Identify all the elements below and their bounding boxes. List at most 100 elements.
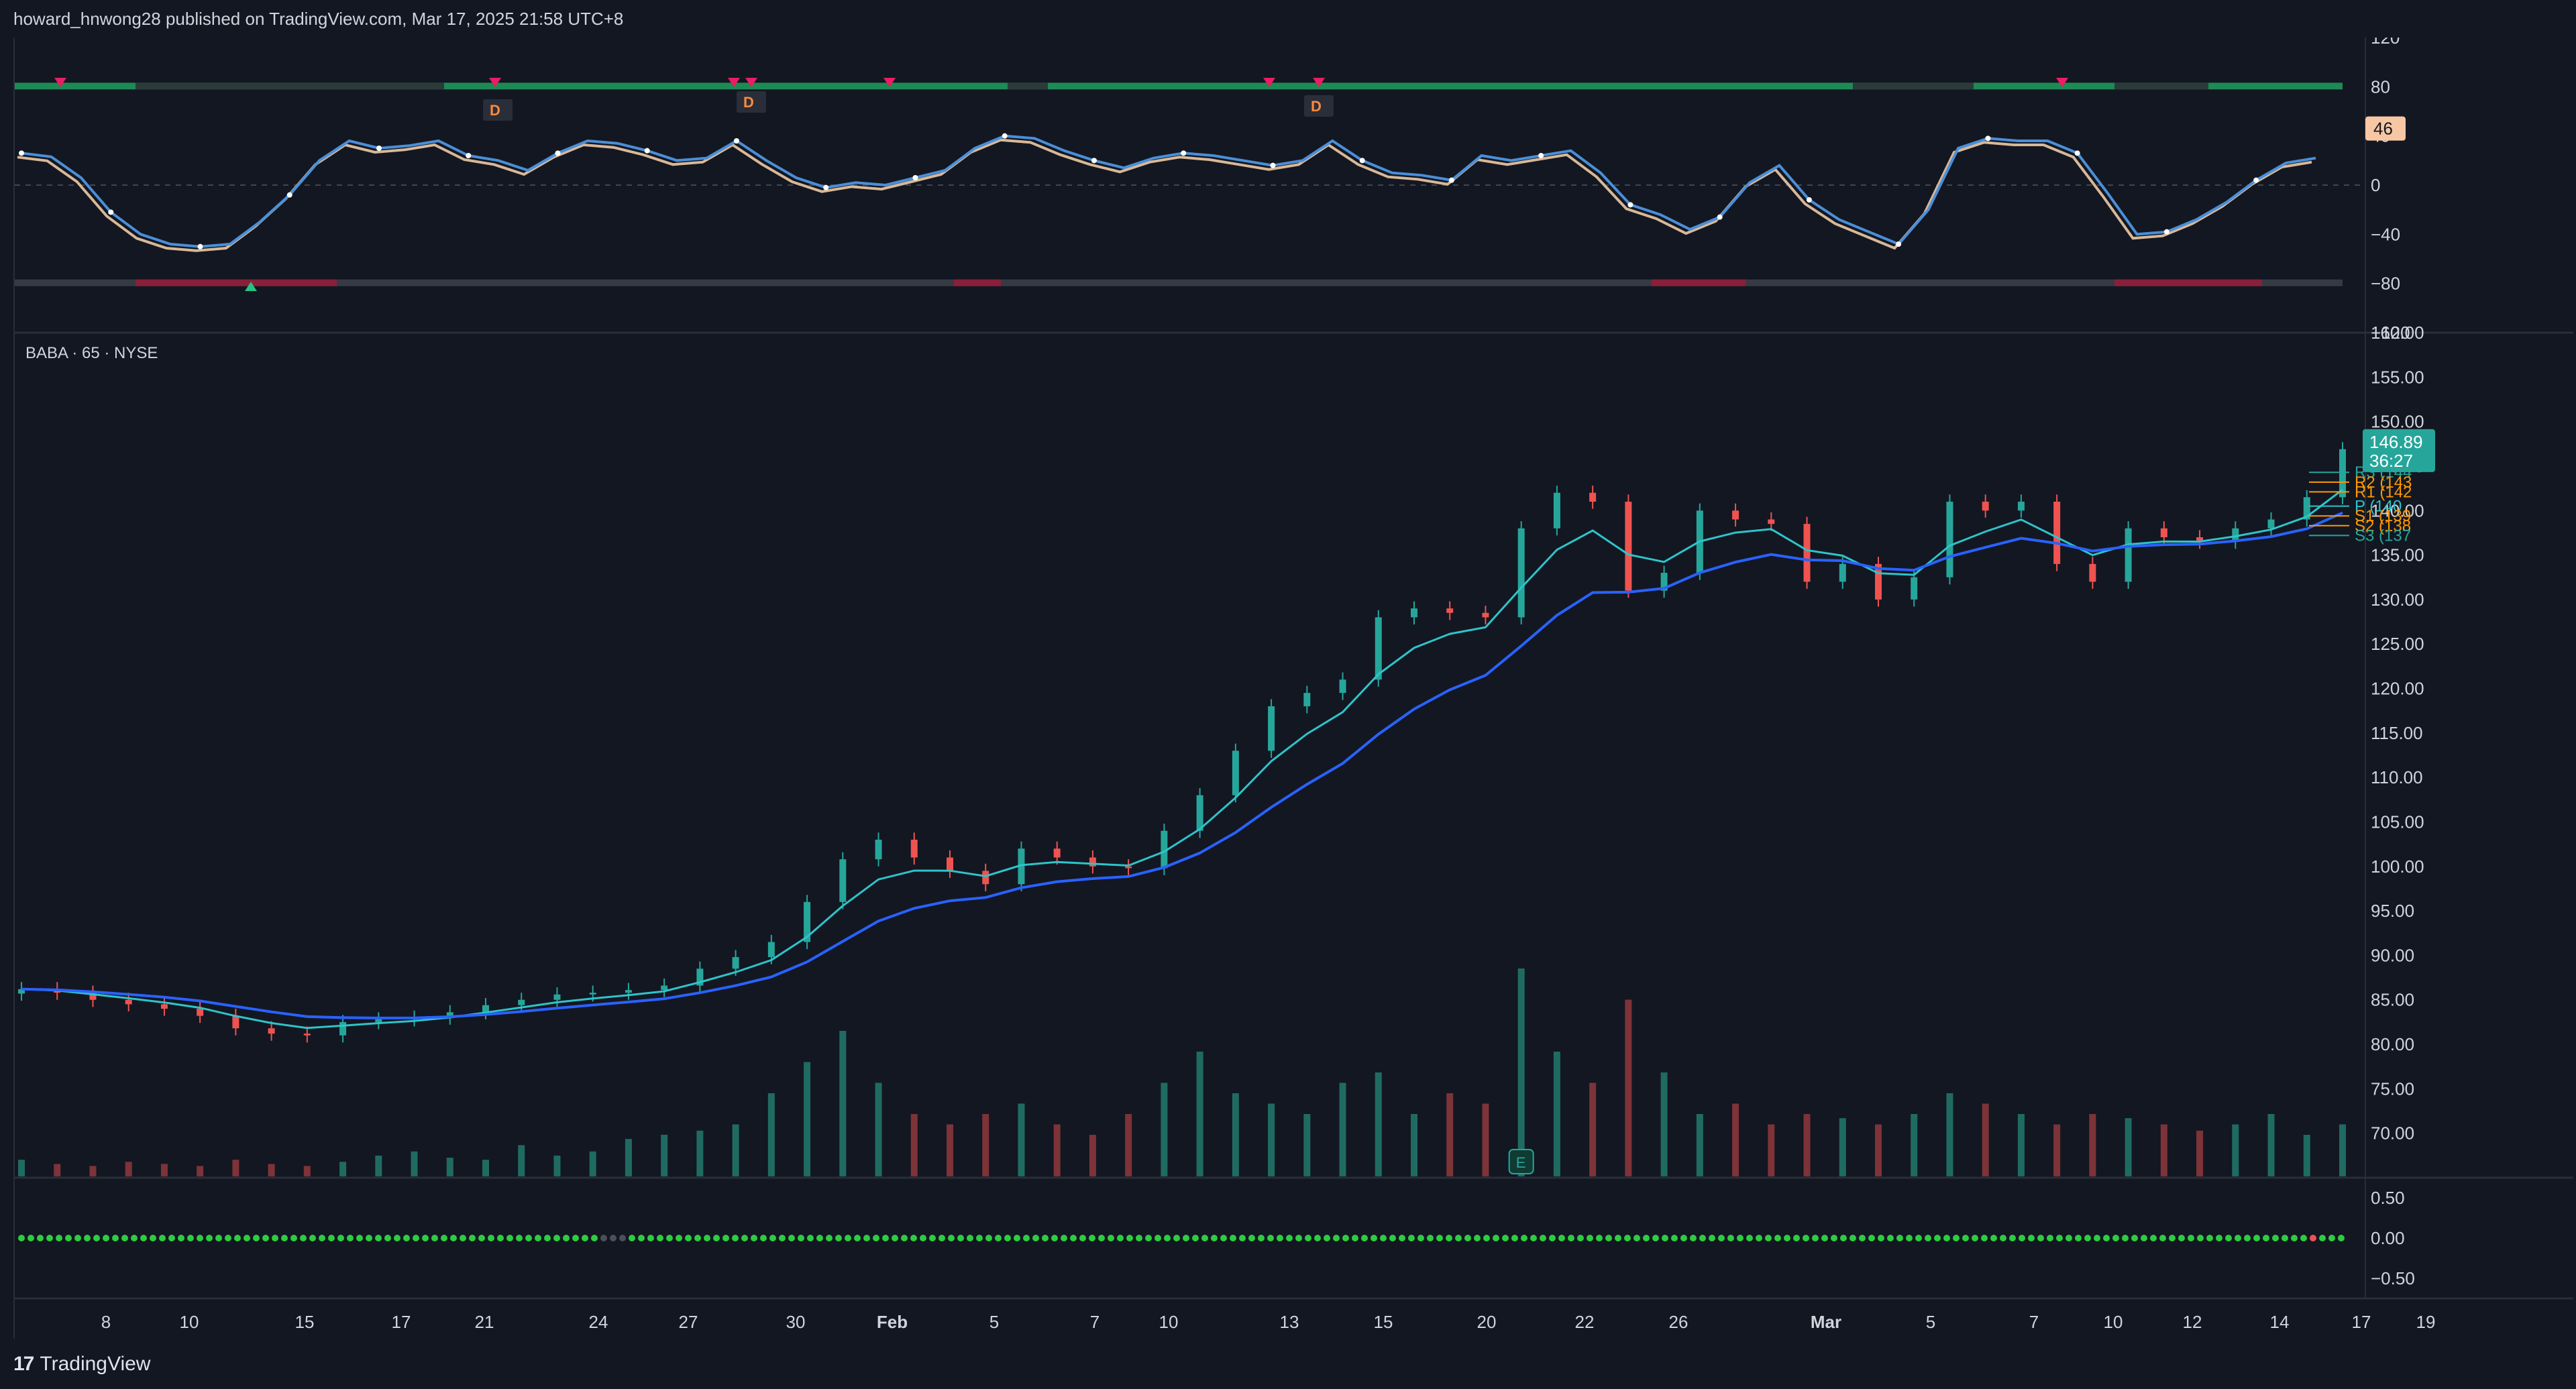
lower-indicator-dot [1718, 1235, 1725, 1241]
lower-indicator-dot [1230, 1235, 1236, 1241]
lower-indicator-dot [1868, 1235, 1875, 1241]
osc-tick-label: 0 [2371, 175, 2380, 195]
lower-indicator-dot [1878, 1235, 1884, 1241]
candle-body [339, 1021, 347, 1036]
lower-indicator-dot [854, 1235, 861, 1241]
lower-indicator-dot [1972, 1235, 1978, 1241]
ema-fast-line [21, 488, 2343, 1030]
chart-canvas[interactable]: 12080400−40−80−120DDD46160.00155.00150.0… [15, 38, 2573, 1339]
lower-indicator-dot [2103, 1235, 2110, 1241]
lower-indicator-dot [1821, 1235, 1828, 1241]
volume-bar [839, 1031, 847, 1176]
lower-indicator-dot [197, 1235, 203, 1241]
osc-divergence-badge [737, 91, 766, 113]
lower-indicator-dot [1765, 1235, 1772, 1241]
publish-header: howard_hnwong28 published on TradingView… [0, 0, 2576, 38]
pivot-label: R1 (142 [2355, 483, 2412, 501]
lower-indicator-dot [328, 1235, 335, 1241]
volume-bar [232, 1160, 239, 1176]
lower-indicator-dot [1145, 1235, 1152, 1241]
volume-bar [1125, 1114, 1132, 1176]
candle-body [1232, 751, 1239, 795]
tradingview-logo[interactable]: 17 TradingView [13, 1353, 150, 1376]
lower-indicator-dot [807, 1235, 814, 1241]
lower-indicator-dot [1887, 1235, 1894, 1241]
lower-indicator-dot [337, 1235, 344, 1241]
lower-indicator-dot [1023, 1235, 1030, 1241]
volume-bar [875, 1082, 882, 1176]
lower-indicator-dot [1061, 1235, 1067, 1241]
lower-indicator-dot [1493, 1235, 1499, 1241]
candle-body [197, 1009, 204, 1016]
volume-bar [1660, 1072, 1668, 1176]
lower-indicator-dot [1558, 1235, 1565, 1241]
price-tick-label: 100.00 [2371, 856, 2424, 877]
lower-indicator-dot [863, 1235, 870, 1241]
lower-indicator-dot [2065, 1235, 2072, 1241]
x-tick-label: 12 [2183, 1312, 2202, 1332]
lower-indicator-dot [1004, 1235, 1011, 1241]
last-price-value: 146.89 [2369, 432, 2423, 452]
volume-bar [2017, 1114, 2025, 1176]
price-tick-label: 105.00 [2371, 812, 2424, 832]
osc-band-segment [2114, 82, 2208, 90]
lower-indicator-dot [178, 1235, 184, 1241]
lower-indicator-dot [553, 1235, 560, 1241]
lower-indicator-dot [685, 1235, 692, 1241]
x-tick-label: 14 [2270, 1312, 2290, 1332]
volume-bar [1696, 1114, 1703, 1176]
candle-body [1482, 612, 1489, 618]
osc-cross-dot [2253, 177, 2259, 183]
lower-indicator-dot [1042, 1235, 1049, 1241]
lower-indicator-dot [394, 1235, 400, 1241]
brand-name: TradingView [40, 1352, 151, 1375]
lower-indicator-dot [591, 1235, 598, 1241]
x-tick-label: 17 [2352, 1312, 2371, 1332]
lower-indicator-dot [2056, 1235, 2063, 1241]
lower-indicator-dot [892, 1235, 898, 1241]
osc-cross-dot [1896, 241, 1902, 247]
osc-current-value: 46 [2373, 119, 2393, 139]
chart-frame[interactable]: 12080400−40−80−120DDD46160.00155.00150.0… [13, 38, 2573, 1339]
lower-indicator-dot [1389, 1235, 1396, 1241]
lower-indicator-dot [1727, 1235, 1734, 1241]
volume-bar [160, 1164, 168, 1176]
lower-indicator-dot [1690, 1235, 1697, 1241]
candle-body [1911, 577, 1918, 600]
volume-bar [767, 1093, 775, 1176]
candle-body [518, 999, 525, 1005]
volume-bar [411, 1151, 418, 1176]
lower-indicator-dot [1756, 1235, 1762, 1241]
lower-indicator-dot [1333, 1235, 1340, 1241]
volume-bar [1375, 1072, 1382, 1176]
candle-body [2303, 497, 2310, 520]
lower-indicator-dot [2300, 1235, 2307, 1241]
candle-body [482, 1005, 489, 1013]
lower-indicator-dot [1192, 1235, 1199, 1241]
osc-signal-line [17, 138, 2312, 252]
lower-indicator-dot [1915, 1235, 1922, 1241]
lower-indicator-dot [957, 1235, 964, 1241]
candle-body [89, 993, 97, 1000]
lower-indicator-dot [2037, 1235, 2044, 1241]
price-tick-label: 75.00 [2371, 1078, 2414, 1099]
lower-indicator-dot [366, 1235, 372, 1241]
volume-bar [1018, 1103, 1025, 1176]
lower-indicator-dot [1267, 1235, 1274, 1241]
lower-indicator-dot [1126, 1235, 1133, 1241]
earnings-marker-icon [1508, 1149, 1534, 1174]
lower-indicator-dot [1624, 1235, 1631, 1241]
lower-indicator-dot [638, 1235, 645, 1241]
volume-bar [982, 1114, 989, 1176]
lower-indicator-dot [938, 1235, 945, 1241]
volume-bar [1911, 1114, 1918, 1176]
candle-body [2267, 519, 2275, 529]
osc-cross-dot [1270, 162, 1276, 168]
candle-body [696, 968, 704, 986]
lower-indicator-dot [18, 1235, 25, 1241]
lower-indicator-dot [1342, 1235, 1349, 1241]
lower-indicator-dot [1446, 1235, 1452, 1241]
x-tick-label: 15 [295, 1312, 315, 1332]
lower-indicator-dot [422, 1235, 429, 1241]
lower-indicator-dot [28, 1235, 34, 1241]
